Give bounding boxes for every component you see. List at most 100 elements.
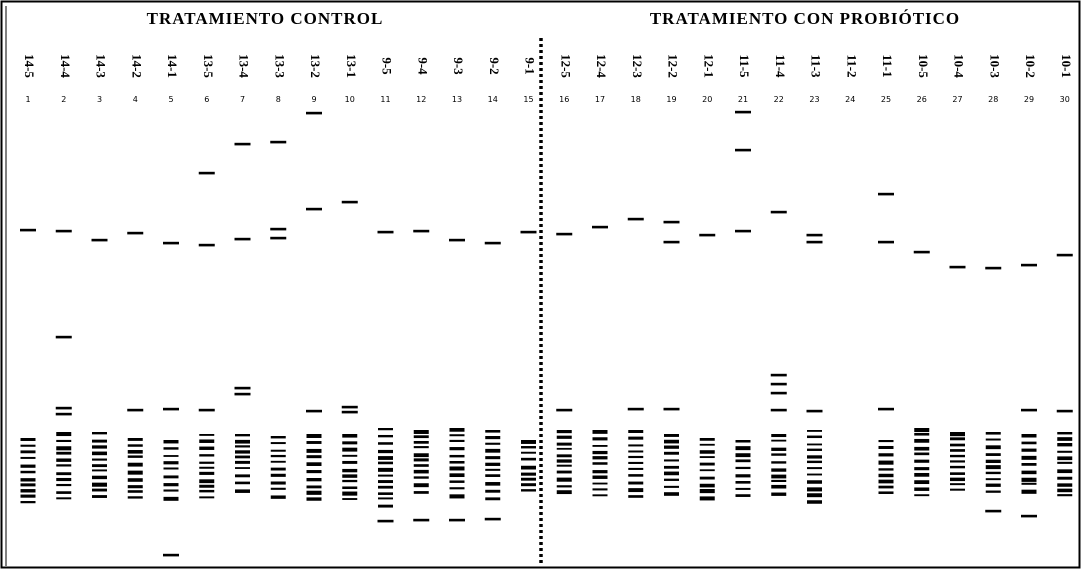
band	[56, 230, 72, 233]
band	[1057, 254, 1073, 257]
band	[414, 476, 429, 478]
band	[199, 447, 214, 450]
band	[664, 434, 679, 437]
band	[92, 469, 107, 471]
band	[56, 478, 71, 481]
band	[21, 478, 36, 481]
lane-label: 10-5	[916, 54, 931, 78]
lane-number: 20	[702, 95, 712, 104]
band	[1057, 483, 1072, 486]
band	[950, 472, 965, 475]
band	[413, 230, 429, 233]
lane-number: 17	[595, 95, 605, 104]
band	[914, 251, 930, 254]
band	[235, 445, 250, 447]
band	[235, 474, 250, 477]
band	[593, 456, 608, 459]
band	[950, 444, 965, 447]
band	[413, 519, 429, 522]
band	[914, 433, 929, 436]
band	[593, 437, 608, 440]
band	[807, 487, 822, 491]
band	[1022, 490, 1037, 494]
band	[449, 239, 465, 242]
band	[1022, 434, 1037, 438]
band	[664, 446, 679, 449]
band	[199, 244, 215, 247]
band	[1057, 456, 1072, 460]
band	[342, 441, 357, 444]
band	[628, 437, 643, 440]
band	[914, 473, 929, 477]
lane-label: 11-5	[737, 54, 752, 78]
lane-number: 26	[917, 95, 927, 104]
band	[592, 226, 608, 229]
band	[235, 393, 251, 396]
lane-label: 9-4	[415, 57, 430, 75]
band	[879, 440, 894, 442]
band	[164, 475, 179, 478]
band	[306, 112, 322, 115]
band	[521, 458, 536, 461]
band	[128, 478, 143, 482]
band	[92, 452, 107, 456]
band	[914, 447, 929, 451]
band	[378, 480, 393, 483]
lane-label: 13-2	[308, 54, 323, 78]
band	[521, 440, 536, 444]
band	[593, 476, 608, 479]
band	[485, 449, 500, 453]
band	[307, 478, 322, 481]
band	[164, 447, 179, 449]
band	[56, 407, 72, 410]
band	[164, 483, 179, 486]
right-title: TRATAMIENTO CON PROBIÓTICO	[650, 9, 960, 28]
band	[557, 436, 572, 439]
band	[950, 460, 965, 462]
band	[414, 430, 429, 434]
band	[92, 459, 107, 461]
band	[414, 446, 429, 448]
band	[56, 497, 71, 499]
band	[593, 430, 608, 434]
band	[199, 434, 214, 436]
band	[521, 473, 536, 476]
band	[21, 450, 36, 453]
band	[235, 482, 250, 485]
lane-label: 10-1	[1059, 54, 1074, 78]
band	[92, 445, 107, 448]
band	[342, 469, 357, 472]
band	[986, 491, 1001, 493]
band	[271, 436, 286, 438]
band	[378, 497, 393, 499]
band	[92, 483, 107, 487]
band	[164, 467, 179, 469]
lane-number: 18	[631, 95, 641, 104]
band	[342, 434, 357, 438]
band	[164, 489, 179, 491]
band	[56, 484, 71, 486]
band	[414, 491, 429, 494]
gel-figure: TRATAMIENTO CONTROL TRATAMIENTO CON PROB…	[0, 0, 1081, 569]
band	[771, 383, 787, 386]
band	[235, 434, 250, 436]
band	[271, 461, 286, 463]
band	[414, 435, 429, 438]
band	[986, 478, 1001, 480]
band	[270, 141, 286, 144]
band	[270, 228, 286, 231]
band	[235, 461, 250, 464]
band	[163, 554, 179, 557]
band	[342, 201, 358, 204]
band	[807, 241, 823, 244]
band	[879, 461, 894, 465]
band	[700, 484, 715, 488]
band	[271, 455, 286, 457]
band	[771, 480, 786, 482]
band	[736, 474, 751, 477]
band	[21, 489, 36, 492]
band	[664, 440, 679, 444]
band	[235, 456, 250, 459]
band	[1057, 494, 1072, 496]
band	[807, 430, 822, 432]
